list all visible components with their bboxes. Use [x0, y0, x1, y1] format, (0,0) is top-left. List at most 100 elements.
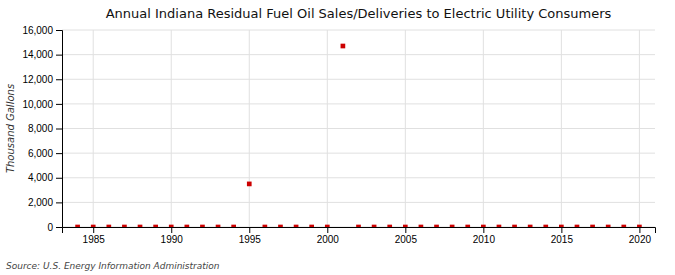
- tick-mark: [56, 202, 62, 203]
- point: [372, 225, 377, 227]
- point: [528, 225, 533, 227]
- tick-mark: [561, 227, 562, 233]
- point: [403, 225, 408, 227]
- tick-mark: [327, 227, 328, 233]
- y-axis-title: Thousand Gallons: [5, 84, 16, 173]
- tick-mark: [56, 79, 62, 80]
- point: [356, 225, 361, 227]
- point: [122, 225, 127, 227]
- point: [294, 225, 299, 227]
- point: [590, 225, 595, 227]
- grid-line-y: [62, 128, 655, 129]
- tick-label: 1985: [83, 234, 106, 245]
- tick-label: 2020: [629, 234, 652, 245]
- axis-line: [56, 31, 63, 228]
- point: [434, 225, 439, 227]
- tick-label: 16,000: [22, 25, 53, 36]
- tick-mark: [56, 55, 62, 56]
- title: Annual Indiana Residual Fuel Oil Sales/D…: [106, 6, 612, 21]
- point: [637, 225, 642, 227]
- point: [575, 225, 580, 227]
- point: [91, 225, 96, 227]
- grid-line-y: [62, 202, 655, 203]
- tick: 2015: [551, 227, 574, 245]
- points: [75, 44, 641, 227]
- tick: 6,000: [28, 148, 62, 159]
- point: [606, 225, 611, 227]
- grid-line-y: [62, 79, 655, 80]
- grid-line-y: [62, 30, 655, 31]
- tick-label: 14,000: [22, 49, 53, 60]
- tick-label: 0: [47, 222, 53, 233]
- tick: 2000: [317, 227, 340, 245]
- tick-mark: [56, 104, 62, 105]
- point: [621, 225, 626, 227]
- tick-label: 4,000: [28, 172, 53, 183]
- y-axis: 0 2,000 4,000 6,000 8,000 10,000 12,000 14,000 1…: [22, 25, 62, 233]
- tick-label: 2010: [473, 234, 496, 245]
- tick-mark: [56, 227, 62, 228]
- tick: 8,000: [28, 123, 62, 134]
- tick-mark: [56, 178, 62, 179]
- tick: 16,000: [22, 25, 62, 36]
- point: [512, 225, 517, 227]
- x-axis: 1985 1990 1995 2000 2005 2010 2015 2020: [63, 227, 656, 245]
- tick-label: 2005: [395, 234, 418, 245]
- point: [419, 225, 424, 227]
- tick-label: 6,000: [28, 148, 53, 159]
- tick-label: 2015: [551, 234, 574, 245]
- point: [278, 225, 283, 227]
- tick: 0: [47, 222, 62, 233]
- point: [309, 225, 314, 227]
- point: [216, 225, 221, 227]
- tick-mark: [171, 227, 172, 233]
- tick: 12,000: [22, 74, 62, 85]
- point: [497, 225, 502, 227]
- point: [184, 225, 189, 227]
- point: [153, 225, 158, 227]
- tick-label: 1990: [161, 234, 184, 245]
- axis-line: [63, 228, 656, 234]
- grid-line-y: [62, 54, 655, 55]
- tick-mark: [56, 30, 62, 31]
- tick: 2010: [473, 227, 496, 245]
- point: [106, 225, 111, 227]
- tick: 1985: [83, 227, 106, 245]
- grid-line-y: [62, 103, 655, 104]
- chart: 1985 1990 1995 2000 2005 2010 2015 2020 0 2,000 4,…: [0, 0, 675, 275]
- tick: 4,000: [28, 172, 62, 183]
- point: [247, 182, 252, 187]
- point: [169, 225, 174, 227]
- tick-label: 8,000: [28, 123, 53, 134]
- tick: 14,000: [22, 49, 62, 60]
- tick-label: 12,000: [22, 74, 53, 85]
- tick-mark: [639, 227, 640, 233]
- point: [200, 225, 205, 227]
- point: [559, 225, 564, 227]
- plot: 1985 1990 1995 2000 2005 2010 2015 2020 0 2,000 4,…: [22, 25, 655, 245]
- tick: 10,000: [22, 99, 62, 110]
- tick: 2020: [629, 227, 652, 245]
- tick-mark: [56, 129, 62, 130]
- tick-label: 2,000: [28, 197, 53, 208]
- tick-label: 1995: [239, 234, 262, 245]
- source: Source: U.S. Energy Information Administ…: [6, 261, 220, 271]
- point: [138, 225, 143, 227]
- tick-label: 10,000: [22, 99, 53, 110]
- point: [263, 225, 268, 227]
- grid-line-y: [62, 177, 655, 178]
- tick: 2,000: [28, 197, 62, 208]
- point: [325, 225, 330, 227]
- point: [231, 225, 236, 227]
- tick-label: 2000: [317, 234, 340, 245]
- tick-mark: [405, 227, 406, 233]
- point: [543, 225, 548, 227]
- grid: [62, 30, 655, 227]
- tick-mark: [93, 227, 94, 233]
- tick: 1990: [161, 227, 184, 245]
- tick: 1995: [239, 227, 262, 245]
- tick-mark: [483, 227, 484, 233]
- tick-mark: [249, 227, 250, 233]
- point: [387, 225, 392, 227]
- grid-line-y: [62, 153, 655, 154]
